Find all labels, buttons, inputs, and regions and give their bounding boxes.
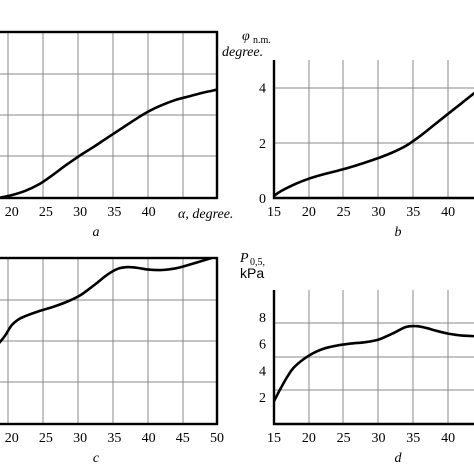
panel-a-x-ticks: 20 25 30 35 40 (5, 205, 156, 220)
panel-b-label: b (395, 225, 402, 240)
panel-d-ylabel-unit: kPa (240, 265, 264, 281)
x-tick-label: 20 (5, 205, 19, 220)
x-tick-label: 35 (406, 431, 420, 446)
y-tick-label: 8 (259, 311, 266, 326)
panel-b: 15 20 25 30 35 40 0 2 4 φ n.m. degree. b (222, 29, 474, 240)
panel-b-frame (272, 60, 474, 200)
panel-d-ylabel-subscript: 0,5, (250, 257, 265, 268)
x-tick-label: 35 (107, 431, 121, 446)
panel-b-ylabel-symbol: φ (242, 29, 250, 44)
x-tick-label: 15 (267, 205, 281, 220)
panel-d-y-ticks: 2 4 6 8 (259, 311, 266, 406)
panel-d-curve-group (274, 324, 474, 403)
x-tick-label: 40 (142, 431, 156, 446)
x-tick-label: 40 (441, 205, 455, 220)
panel-a: 20 25 30 35 40 α, degree. a (0, 30, 233, 240)
y-tick-label: 4 (259, 364, 266, 379)
x-tick-label: 35 (406, 205, 420, 220)
panel-b-y-ticks: 0 2 4 (259, 82, 266, 207)
panel-c-frame (0, 256, 219, 426)
y-tick-label: 6 (259, 338, 266, 353)
series-line (274, 91, 474, 198)
panel-c: 20 25 30 35 40 45 50 c (0, 256, 224, 466)
panel-c-curve-group (0, 258, 216, 344)
y-tick-label: 2 (259, 391, 266, 406)
y-tick-label: 2 (259, 137, 266, 152)
panel-c-x-ticks: 20 25 30 35 40 45 50 (5, 431, 224, 446)
x-tick-label: 25 (337, 431, 351, 446)
panel-a-grid (0, 32, 217, 198)
x-tick-label: 35 (107, 205, 121, 220)
panel-c-grid (0, 258, 217, 424)
panel-c-label: c (93, 451, 100, 466)
panel-a-curve-group (0, 88, 217, 198)
y-tick-label: 4 (259, 82, 266, 97)
x-tick-label: 30 (73, 431, 87, 446)
x-tick-label: 25 (337, 205, 351, 220)
series-line (0, 258, 216, 344)
x-tick-label: 30 (73, 205, 87, 220)
panel-b-x-ticks: 15 20 25 30 35 40 (267, 205, 455, 220)
x-tick-label: 30 (371, 431, 385, 446)
x-tick-label: 50 (210, 431, 224, 446)
x-tick-label: 40 (441, 431, 455, 446)
x-tick-label: 30 (371, 205, 385, 220)
x-tick-label: 45 (176, 431, 190, 446)
series-line (0, 88, 217, 198)
x-tick-label: 25 (39, 431, 53, 446)
panel-d: 15 20 25 30 35 40 2 4 6 8 P 0,5, kPa d (239, 251, 474, 466)
x-tick-label: 20 (302, 205, 316, 220)
panel-b-ylabel-subscript: n.m. (253, 35, 271, 46)
x-tick-label: 20 (302, 431, 316, 446)
panel-d-ylabel-symbol: P (239, 251, 249, 266)
panel-d-frame (272, 290, 474, 426)
panel-d-grid (274, 290, 474, 424)
y-tick-label: 0 (259, 192, 266, 207)
panel-b-ylabel-unit: degree. (222, 45, 263, 60)
panel-a-xlabel: α, degree. (178, 207, 233, 222)
panel-b-curve-group (274, 91, 474, 198)
x-tick-label: 40 (142, 205, 156, 220)
x-tick-label: 20 (5, 431, 19, 446)
x-tick-label: 15 (267, 431, 281, 446)
panel-b-grid (274, 60, 474, 198)
panel-a-label: a (93, 225, 100, 240)
series-line (274, 324, 474, 403)
panel-a-frame (0, 30, 219, 200)
x-tick-label: 25 (39, 205, 53, 220)
panel-d-label: d (395, 451, 403, 466)
panel-d-x-ticks: 15 20 25 30 35 40 (267, 431, 455, 446)
